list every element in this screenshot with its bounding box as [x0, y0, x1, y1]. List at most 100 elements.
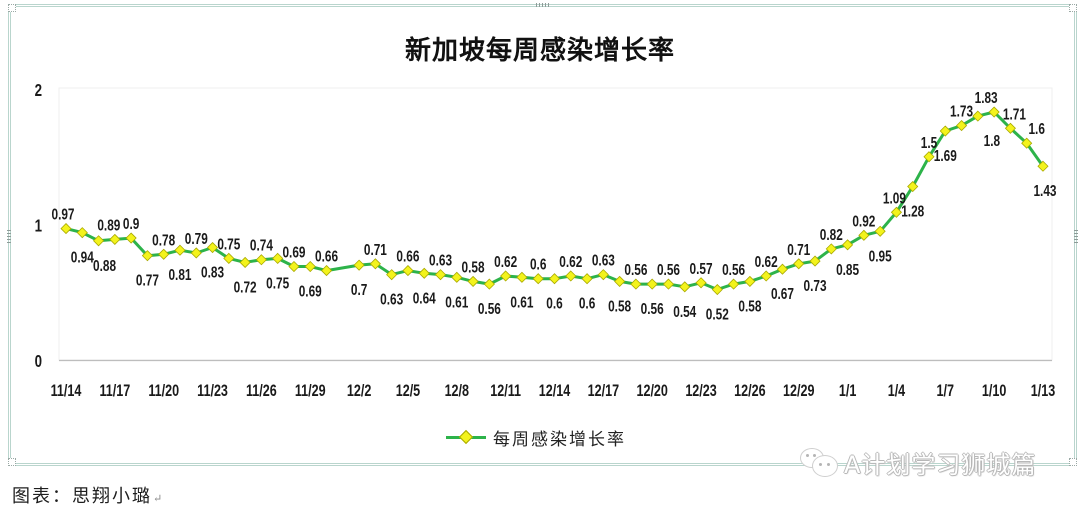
x-tick-label: 1/1	[839, 381, 856, 400]
data-label: 0.77	[136, 271, 159, 289]
data-label: 0.71	[364, 240, 387, 258]
svg-text:0.82: 0.82	[820, 225, 843, 243]
data-point-marker	[874, 225, 886, 237]
svg-text:0.56: 0.56	[722, 260, 745, 278]
x-tick-label: 12/11	[490, 381, 521, 400]
data-point-marker	[418, 267, 430, 279]
svg-text:0.58: 0.58	[738, 297, 761, 315]
data-label: 0.63	[380, 290, 403, 308]
svg-text:0.88: 0.88	[93, 256, 116, 274]
svg-text:0.62: 0.62	[559, 252, 582, 270]
svg-text:0.6: 0.6	[546, 294, 563, 312]
data-point-marker	[320, 265, 333, 277]
watermark-text: A计划学习狮城篇	[844, 450, 1037, 479]
data-label: 0.69	[282, 243, 305, 261]
data-point-marker	[206, 241, 219, 254]
x-tick-label: 12/29	[783, 381, 814, 400]
data-label: 0.94	[71, 248, 94, 266]
data-label: 0.56	[657, 260, 680, 278]
data-point-marker	[434, 269, 447, 281]
x-tick-label: 12/5	[396, 381, 420, 400]
svg-text:1.69: 1.69	[934, 146, 957, 164]
data-label: 0.97	[51, 205, 74, 223]
svg-text:12/17: 12/17	[588, 381, 619, 400]
data-point-marker	[76, 227, 88, 239]
resize-handle-top-right[interactable]	[1069, 4, 1077, 12]
y-tick-label: 2	[35, 81, 43, 100]
resize-handle-bottom-right[interactable]	[1069, 458, 1077, 466]
data-label: 0.56	[478, 299, 501, 317]
svg-text:0.79: 0.79	[185, 229, 208, 247]
data-point-marker	[141, 250, 153, 262]
svg-text:12/11: 12/11	[490, 381, 521, 400]
svg-text:0.58: 0.58	[608, 297, 631, 315]
svg-text:11/20: 11/20	[148, 381, 179, 400]
svg-text:0.69: 0.69	[299, 282, 322, 300]
caption-text: 图表：思翔小璐	[12, 486, 152, 507]
resize-handle-left[interactable]	[7, 229, 11, 243]
data-point-marker	[272, 252, 284, 264]
data-point-marker	[630, 278, 642, 290]
svg-text:0.64: 0.64	[413, 289, 436, 307]
data-point-marker	[858, 229, 870, 241]
data-label: 0.9	[123, 214, 140, 232]
y-axis-labels: 0 1 2	[35, 81, 43, 371]
x-tick-label: 11/20	[148, 381, 179, 400]
resize-handle-bottom-left[interactable]	[8, 458, 16, 466]
data-label: 0.92	[852, 212, 875, 230]
data-point-marker	[369, 258, 381, 270]
svg-text:0.54: 0.54	[673, 302, 696, 320]
svg-text:0.66: 0.66	[315, 247, 338, 265]
x-tick-label: 11/29	[295, 381, 326, 400]
resize-handle-right[interactable]	[1074, 229, 1078, 243]
data-label: 1.8	[984, 131, 1001, 149]
svg-text:0.83: 0.83	[201, 263, 224, 281]
data-point-marker	[614, 275, 626, 287]
svg-text:0.71: 0.71	[787, 240, 810, 258]
data-label: 0.95	[869, 246, 892, 264]
data-label: 0.62	[559, 252, 582, 270]
data-label: 0.69	[299, 282, 322, 300]
data-point-marker	[809, 255, 821, 267]
svg-text:0.63: 0.63	[429, 251, 452, 269]
data-label: 0.75	[266, 274, 289, 292]
resize-handle-top-left[interactable]	[8, 4, 16, 12]
data-point-marker	[565, 270, 577, 282]
svg-text:1.28: 1.28	[901, 202, 924, 220]
x-tick-label: 11/17	[99, 381, 130, 400]
data-point-marker	[125, 232, 137, 244]
data-point-marker	[158, 248, 170, 260]
x-tick-label: 12/26	[734, 381, 765, 400]
data-label: 1.6	[1028, 119, 1045, 137]
data-label: 1.28	[901, 202, 924, 220]
legend-line-marker-icon	[446, 425, 486, 449]
x-tick-label: 11/23	[197, 381, 228, 400]
svg-text:0.71: 0.71	[364, 240, 387, 258]
svg-text:0: 0	[35, 352, 43, 371]
data-label: 0.56	[624, 260, 647, 278]
chart-title: 新加坡每周感染增长率	[404, 36, 675, 66]
svg-text:0.78: 0.78	[152, 231, 175, 249]
svg-text:0.73: 0.73	[804, 276, 827, 294]
x-tick-label: 1/7	[937, 381, 954, 400]
data-label: 0.81	[168, 265, 191, 283]
x-tick-label: 12/23	[685, 381, 716, 400]
data-label: 0.67	[771, 284, 794, 302]
data-label: 0.6	[530, 255, 547, 273]
data-point-marker	[662, 278, 675, 290]
resize-handle-top[interactable]	[536, 3, 550, 7]
svg-text:1/10: 1/10	[982, 381, 1006, 400]
data-point-marker	[516, 271, 528, 283]
data-label: 0.52	[706, 305, 729, 323]
data-point-marker	[223, 252, 235, 264]
data-point-marker	[695, 277, 707, 289]
data-point-marker	[548, 273, 561, 285]
x-axis-labels: 11/14 11/17 11/20 11/23 11/26 11/29 12/2 12/5 12…	[51, 381, 1056, 400]
data-label: 0.85	[836, 260, 859, 278]
svg-text:1.73: 1.73	[950, 102, 973, 120]
svg-text:12/2: 12/2	[347, 381, 371, 400]
data-label: 1.5	[921, 133, 938, 151]
svg-text:0.75: 0.75	[217, 235, 240, 253]
svg-text:0.72: 0.72	[234, 278, 257, 296]
paragraph-mark-icon: ↵	[153, 492, 165, 505]
